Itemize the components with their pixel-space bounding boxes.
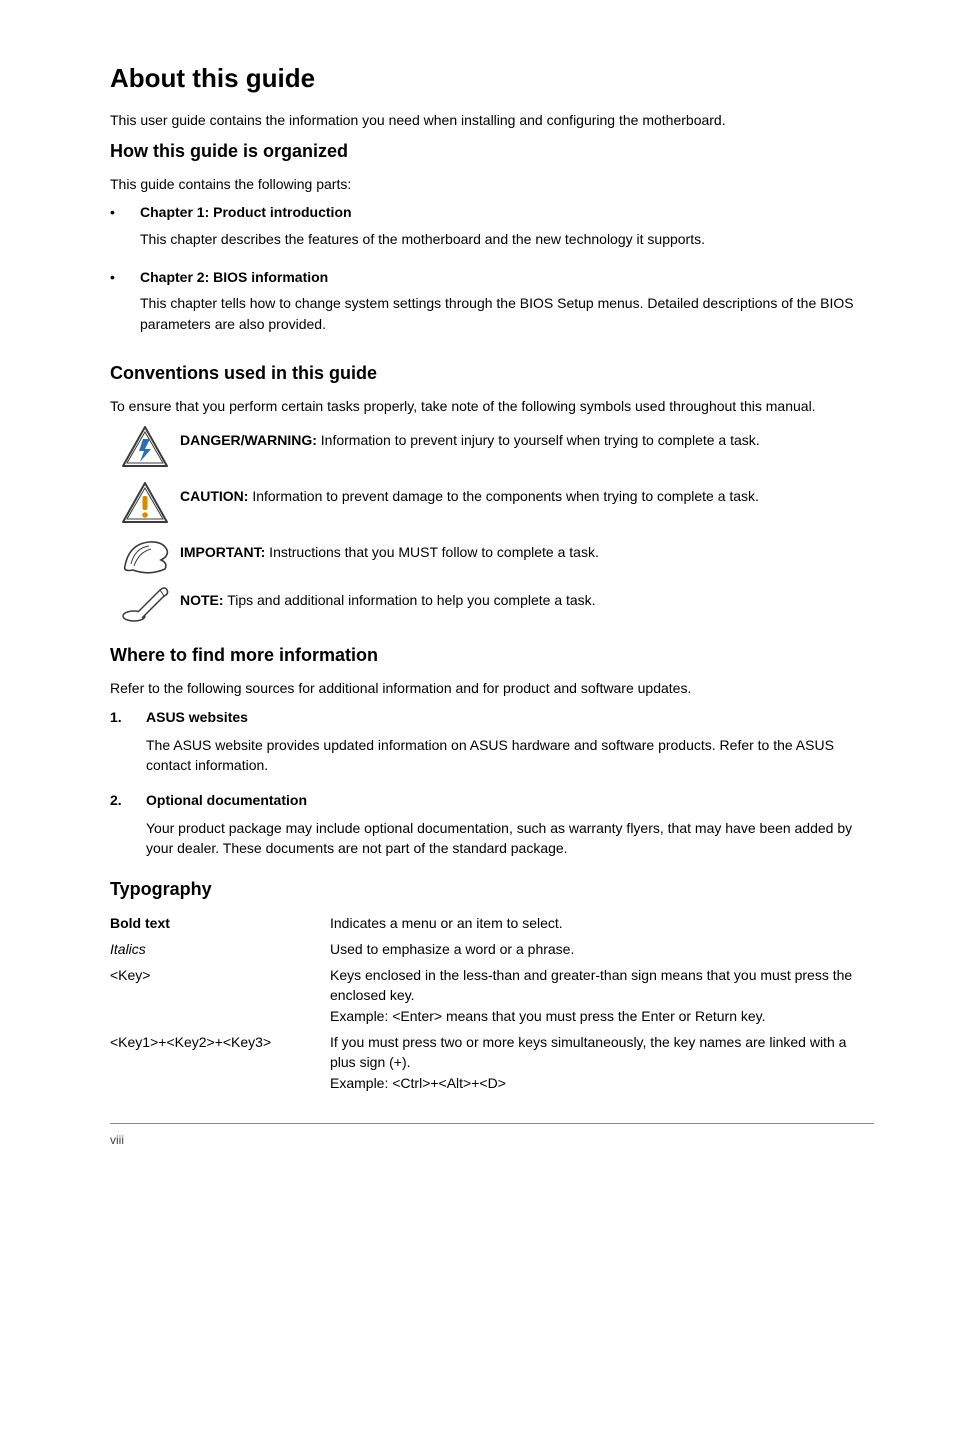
typo-value: Keys enclosed in the less-than and great… bbox=[330, 965, 874, 1026]
typo-key: Bold text bbox=[110, 913, 330, 933]
intro-paragraph: This user guide contains the information… bbox=[110, 110, 874, 130]
typo-value: Used to emphasize a word or a phrase. bbox=[330, 939, 874, 959]
number-marker: 1. bbox=[110, 707, 146, 776]
page-title: About this guide bbox=[110, 60, 874, 98]
convention-text: DANGER/WARNING: Information to prevent i… bbox=[180, 424, 874, 450]
convention-text: NOTE: Tips and additional information to… bbox=[180, 584, 874, 610]
convention-desc: Tips and additional information to help … bbox=[224, 592, 596, 608]
organized-item-title: Chapter 2: BIOS information bbox=[140, 267, 874, 287]
heading-conventions: Conventions used in this guide bbox=[110, 360, 874, 386]
organized-item-title: Chapter 1: Product introduction bbox=[140, 202, 874, 222]
typo-key: <Key> bbox=[110, 965, 330, 1026]
whereto-item-title: Optional documentation bbox=[146, 790, 874, 810]
typo-line: Example: <Enter> means that you must pre… bbox=[330, 1006, 874, 1026]
note-icon bbox=[110, 584, 180, 624]
typo-key: <Key1>+<Key2>+<Key3> bbox=[110, 1032, 330, 1093]
convention-desc: Information to prevent injury to yoursel… bbox=[317, 432, 760, 448]
typo-line: Keys enclosed in the less-than and great… bbox=[330, 965, 874, 1006]
number-marker: 2. bbox=[110, 790, 146, 859]
typo-value: Indicates a menu or an item to select. bbox=[330, 913, 874, 933]
convention-text: IMPORTANT: Instructions that you MUST fo… bbox=[180, 536, 874, 562]
whereto-item-text: The ASUS website provides updated inform… bbox=[146, 735, 874, 776]
bullet-marker: • bbox=[110, 202, 140, 257]
convention-bold: IMPORTANT: bbox=[180, 544, 265, 560]
convention-bold: NOTE: bbox=[180, 592, 224, 608]
typo-value: If you must press two or more keys simul… bbox=[330, 1032, 874, 1093]
convention-bold: CAUTION: bbox=[180, 488, 248, 504]
important-icon bbox=[110, 536, 180, 574]
convention-desc: Information to prevent damage to the com… bbox=[248, 488, 759, 504]
caution-icon bbox=[110, 480, 180, 526]
danger-icon bbox=[110, 424, 180, 470]
heading-typography: Typography bbox=[110, 876, 874, 902]
whereto-lead: Refer to the following sources for addit… bbox=[110, 678, 874, 698]
whereto-item-title: ASUS websites bbox=[146, 707, 874, 727]
typo-line: If you must press two or more keys simul… bbox=[330, 1032, 874, 1073]
organized-item-text: This chapter describes the features of t… bbox=[140, 229, 874, 249]
convention-text: CAUTION: Information to prevent damage t… bbox=[180, 480, 874, 506]
typo-line: Example: <Ctrl>+<Alt>+<D> bbox=[330, 1073, 874, 1093]
organized-item-text: This chapter tells how to change system … bbox=[140, 293, 874, 334]
heading-whereto: Where to find more information bbox=[110, 642, 874, 668]
heading-organized: How this guide is organized bbox=[110, 138, 874, 164]
whereto-item-text: Your product package may include optiona… bbox=[146, 818, 874, 859]
convention-bold: DANGER/WARNING: bbox=[180, 432, 317, 448]
typo-key: Italics bbox=[110, 939, 330, 959]
conventions-lead: To ensure that you perform certain tasks… bbox=[110, 396, 874, 416]
bullet-marker: • bbox=[110, 267, 140, 342]
convention-desc: Instructions that you MUST follow to com… bbox=[265, 544, 599, 560]
page-number: viii bbox=[110, 1133, 124, 1147]
organized-lead: This guide contains the following parts: bbox=[110, 174, 874, 194]
